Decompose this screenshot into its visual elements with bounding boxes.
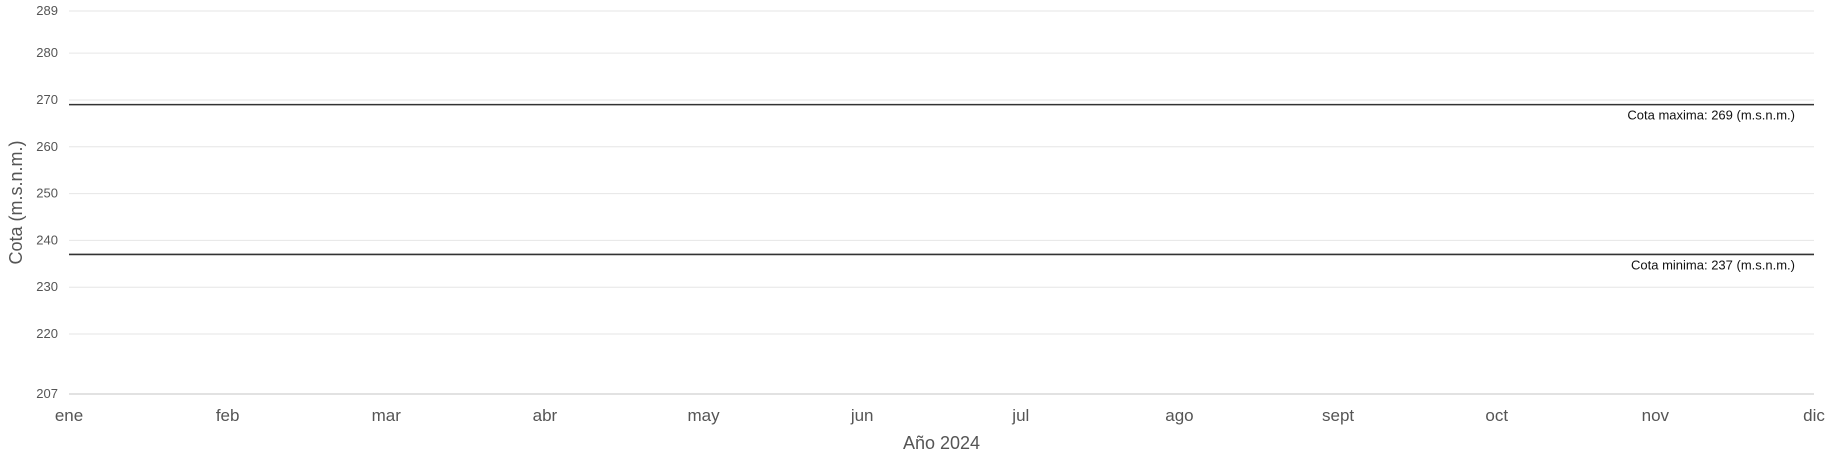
y-tick-label: 270 [36, 92, 58, 107]
y-axis-ticks: 207 220 230 240 250 260 270 280 289 [36, 3, 58, 401]
grid-lines [69, 10, 1814, 335]
x-tick-label: oct [1485, 406, 1508, 425]
x-tick-label: jul [1011, 406, 1029, 425]
y-tick-label: 260 [36, 139, 58, 154]
y-tick-label: 230 [36, 279, 58, 294]
x-tick-label: jun [850, 406, 874, 425]
y-tick-label: 240 [36, 232, 58, 247]
x-tick-label: mar [372, 406, 402, 425]
y-tick-label: 289 [36, 3, 58, 18]
y-tick-label: 250 [36, 186, 58, 201]
x-tick-label: dic [1803, 406, 1825, 425]
plot-lines: Cota maxima: 269 (m.s.n.m.) Cota minima: … [69, 103, 1814, 272]
x-tick-label: feb [216, 406, 240, 425]
y-tick-label: 280 [36, 45, 58, 60]
y-tick-label: 220 [36, 326, 58, 341]
x-tick-label: sept [1322, 406, 1354, 425]
x-tick-label: ene [55, 406, 83, 425]
plot-line-label: Cota maxima: 269 (m.s.n.m.) [1627, 108, 1795, 123]
x-tick-label: ago [1165, 406, 1193, 425]
x-tick-label: nov [1642, 406, 1670, 425]
x-axis-title: Año 2024 [903, 433, 980, 453]
y-axis-title: Cota (m.s.n.m.) [6, 140, 26, 264]
x-tick-label: may [687, 406, 720, 425]
y-tick-label: 207 [36, 386, 58, 401]
x-axis-ticks: ene feb mar abr may jun jul ago sept oct nov dic [55, 406, 1826, 425]
x-tick-label: abr [533, 406, 558, 425]
plot-line-label: Cota minima: 237 (m.s.n.m.) [1631, 257, 1795, 272]
